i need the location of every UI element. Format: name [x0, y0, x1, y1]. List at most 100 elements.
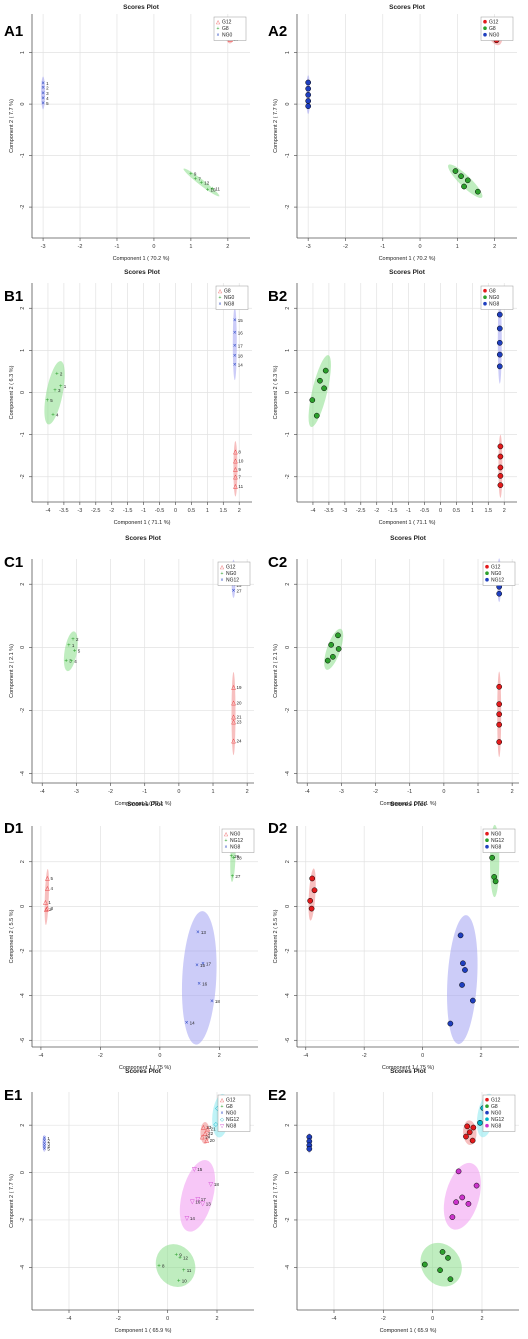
x-tick-label: 0 [177, 789, 180, 795]
legend-marker: ◇ [220, 1117, 224, 1123]
y-tick-label: 0 [20, 1171, 26, 1174]
y-tick-label: -2 [285, 1218, 291, 1223]
legend-label: G8 [489, 26, 496, 32]
point-label: 13 [206, 1201, 212, 1206]
point-label: 9 [238, 467, 241, 472]
x-tick-label: -3 [306, 244, 311, 250]
y-tick-label: 0 [285, 905, 291, 908]
legend-marker: × [219, 302, 222, 308]
x-tick-label: -4 [40, 789, 45, 795]
point-label: 3 [50, 906, 53, 911]
point-label: 9 [179, 1252, 182, 1257]
data-point [447, 1276, 454, 1283]
legend-label: NG8 [230, 845, 241, 851]
y-axis-label: Component 2 ( 7.7 %) [9, 99, 15, 153]
legend-box [215, 285, 249, 310]
data-point: + [53, 388, 57, 394]
legend-marker [485, 838, 489, 842]
data-point [496, 351, 503, 358]
data-point [317, 377, 323, 384]
point-label: 10 [211, 188, 217, 193]
point-label: 9 [194, 172, 197, 177]
point-label: 2 [46, 86, 49, 91]
point-label: 28 [237, 856, 243, 861]
data-point [496, 683, 503, 690]
data-point: △ [233, 449, 238, 455]
data-point: × [41, 96, 45, 102]
x-tick-label: -1 [380, 244, 385, 250]
x-tick-label: -2 [98, 1053, 103, 1059]
legend-box [217, 1094, 251, 1132]
x-tick-label: 2 [503, 508, 506, 514]
x-axis-label: Component 1 ( 71.1 %) [114, 520, 171, 526]
x-axis-label: Component 1 ( 75 %) [382, 1065, 434, 1071]
x-tick-label: -2 [109, 508, 114, 514]
plot-title: Scores Plot [389, 269, 426, 276]
data-point [464, 177, 471, 184]
data-point: × [185, 1020, 189, 1026]
x-tick-label: -4 [305, 789, 310, 795]
point-label: 27 [235, 874, 241, 879]
y-tick-label: 0 [20, 905, 26, 908]
y-axis-label: Component 2 ( 5.5 %) [9, 909, 15, 963]
data-point [305, 103, 312, 110]
y-tick-label: -2 [20, 205, 26, 210]
data-point [497, 473, 504, 479]
data-point [421, 1261, 428, 1268]
point-label: 3 [58, 388, 61, 393]
data-point [474, 188, 481, 195]
data-point: × [233, 318, 237, 324]
data-point: ▽ [200, 1201, 205, 1207]
data-point: × [43, 1142, 47, 1148]
y-tick-label: 2 [285, 307, 291, 310]
data-point [449, 1214, 456, 1220]
legend-marker [485, 1104, 489, 1108]
point-label: 13 [201, 930, 207, 935]
data-point: △ [233, 467, 238, 473]
data-point [473, 1182, 480, 1189]
legend-label: NG12 [491, 1117, 504, 1123]
x-tick-label: 0 [158, 1053, 161, 1059]
data-point: △ [231, 685, 236, 691]
confidence-ellipse [155, 1244, 196, 1287]
point-label: 5 [78, 648, 81, 653]
x-tick-label: -1 [142, 789, 147, 795]
data-point [330, 653, 336, 660]
confidence-ellipse [42, 1134, 47, 1152]
data-point: + [232, 856, 236, 862]
point-label: 16 [202, 981, 208, 986]
x-tick-label: 1 [456, 244, 459, 250]
legend-marker [485, 571, 489, 575]
point-label: 20 [210, 1138, 216, 1143]
x-tick-label: 0 [174, 508, 177, 514]
confidence-ellipse [420, 1242, 462, 1287]
x-tick-label: -2 [381, 1316, 386, 1322]
data-point [305, 79, 312, 86]
legend-box [480, 16, 514, 41]
data-point [470, 1124, 477, 1131]
scores-plot-d1: D1 Scores Plot -4 -2 0 2 -6 -4 -2 0 2 Component 1 (… [4, 801, 258, 1071]
data-point: △ [44, 907, 49, 913]
point-label: 1 [47, 1136, 50, 1141]
x-tick-label: 1 [206, 508, 209, 514]
data-point: × [233, 343, 237, 349]
data-point: △ [203, 1131, 208, 1137]
x-tick-label: 1 [476, 789, 479, 795]
x-tick-label: 0 [439, 508, 442, 514]
y-axis-label: Component 2 ( 7.7 %) [9, 1174, 15, 1228]
point-label: 14 [190, 1216, 196, 1221]
data-point: ◇ [213, 1122, 218, 1128]
data-point [477, 1119, 483, 1126]
legend-label: NG0 [491, 832, 502, 838]
legend-label: G8 [226, 1104, 233, 1110]
data-point [496, 701, 503, 707]
confidence-ellipse [308, 355, 331, 427]
x-tick-label: 2 [226, 244, 229, 250]
plot-title: Scores Plot [124, 269, 161, 276]
x-tick-label: -1 [141, 508, 146, 514]
confidence-ellipse [200, 1122, 210, 1144]
plot-title: Scores Plot [123, 4, 160, 11]
panel-label: E1 [4, 1087, 22, 1104]
point-label: 3 [69, 659, 72, 664]
